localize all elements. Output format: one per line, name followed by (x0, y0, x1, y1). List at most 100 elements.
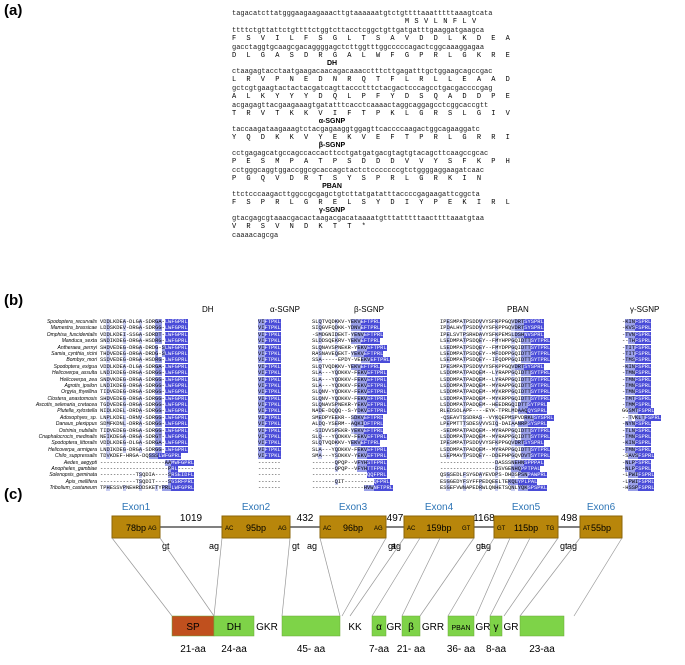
sequence-group: tagacatcttatgggaagaagaaacttgtaaaaaatgtct… (232, 10, 532, 26)
species-name: Spodoptera_recurvalis (46, 319, 97, 325)
exon-name: Exon1 (122, 502, 151, 513)
alignment-row: VIFTPKL (258, 363, 281, 370)
alignment-row: LPEPMTTTSDESVVVSIQ-DAIAANRPSYSPRL (440, 421, 548, 428)
panel-label-b: (b) (4, 292, 24, 309)
sequence-group: taccaagataagaaagtctacgagaaggtggagttcaccc… (232, 126, 532, 149)
intron-acceptor-site: ag (307, 541, 317, 551)
alignment-row: LSEPMAVTPSDQEY--DDEPHPGQVDVTSYTPRL (440, 453, 551, 460)
species-name: Cnaphalocrocis_medinalis (38, 434, 97, 441)
alignment-row: VIFTPKL (258, 402, 281, 409)
alignment-row: SLA---YQDKKV-FEKVEFTPRL (312, 446, 387, 453)
alignment-row: LSDDMPATPADQEM--LYRAPPGQIDTTSYTPRL (440, 370, 551, 377)
alignment-row: --------------------AAMWFGPRL (100, 459, 194, 466)
amino-acid-line: D L G A S D R G A L W F G P R L G K R E (232, 52, 511, 60)
alignment-row: -----------------DASSSNEHNSPPPAL (440, 459, 544, 466)
nucleotide-line: ttttctgttattctgttttctggtcttacctcggctgttg… (232, 27, 485, 35)
alignment-row: THDVEDEG-DRGA-DRDG-SLWFGPRL (100, 350, 188, 357)
nucleotide-line: taccaagataagaaagtctacgagaaggtggagttcaccc… (232, 126, 480, 134)
alignment-row: VIFTPKL (258, 357, 281, 364)
peptide-label: α-SGNP (318, 118, 346, 125)
gene-structure-diagram: 1019gtag432gtag497gtag1168gtag498gtagExo… (111, 502, 623, 655)
alignment-row: VDDLKDEI-SSGA-SDRDT-LWFGPRL (100, 331, 188, 338)
alignment-row: VIFTPKL (258, 440, 281, 447)
amino-acid-line: V R S V N D K T T * (232, 223, 367, 231)
exon-boundary-label: AC (323, 526, 332, 532)
alignment-row: SMA---YSDKKV-YEKVEFTPRL (312, 453, 387, 460)
exon-box (111, 515, 161, 539)
alignment-row: ------- (258, 472, 281, 479)
alignment-row: SLQTVQDKKV-YEKVEFTPRL (312, 363, 381, 370)
alignment-row: LNPLKDEL-DRNV-SDRGG-LWFGPRL (100, 414, 188, 421)
intron-donor-site: gt (476, 541, 484, 551)
intron-size: 1168 (473, 513, 495, 524)
species-name: Orgyia_thyellina (61, 389, 97, 396)
species-name: Antheraea_pernyi (57, 344, 97, 351)
alignment-row: VIFTPKL (258, 395, 281, 402)
alignment-row: LNDIKDEG-DRGA-SDRGG-LWFGPRL (100, 370, 188, 377)
intron-size: 1019 (180, 513, 203, 524)
alignment-row: -NLPFSPRL (622, 459, 652, 466)
cleavage-site-label: GR (504, 622, 519, 633)
alignment-row: LSDDMPATPADQEM--MYRAPPGQIDTTSYTPRL (440, 434, 551, 441)
alignment-row: -TVNFSPRL (622, 331, 652, 338)
alignment-row: -HSSPFSPRL (622, 485, 655, 492)
alignment-row: -------QPQP--VFYHTTFPRL (312, 465, 387, 472)
dh-alignment: VDDLKDEA-DLGA-SDRGA-LWFGPRL LDDSKDEV-DRGA… (100, 319, 195, 492)
nucleotide-line: cctgggcaggtggaccggcgcaccagctactctccccccc… (232, 167, 485, 175)
intron-size: 498 (561, 513, 578, 524)
peptide-label: DH (326, 60, 338, 67)
protein-segment (213, 615, 255, 637)
alignment-row: -SAVSFSPRL (622, 453, 655, 460)
alignment-row: -LPWIFSPRL (622, 478, 655, 485)
nucleotide-line: gtacgagcgtaaacgacactaagacgacataaaatgttta… (232, 215, 485, 223)
nucleotide-line: caaaacagcga (232, 232, 279, 240)
alignment-row: VIFTPKL (258, 408, 281, 415)
segment-length: 45- aa (297, 644, 326, 655)
exon-box (579, 515, 623, 539)
sequence-group: ttttctgttattctgttttctggtcttacctcggctgttg… (232, 27, 532, 43)
alignment-row: SDMFKDNL-DRRA-SDRGG-LWFGPRL (100, 421, 188, 428)
species-name: Helicoverpa_armigera (48, 446, 97, 453)
species-name: Plutella_xylostella (57, 408, 97, 415)
alignment-row: VDDLKDEA-DLGA-SDRGA-LWFGPRL (100, 319, 188, 325)
alignment-row: VDDLKDEG-DLGA-SDRGA-LWFGPRL (100, 440, 188, 447)
segment-length: 21- aa (397, 644, 426, 655)
alignment-row: TIDVEDEG-DRGA-SDRGG-LWFGPRL (100, 389, 188, 396)
header-asgnp: α-SGNP (270, 305, 300, 314)
segment-label: DH (227, 622, 241, 633)
alignment-row: VIFTPKL (258, 338, 281, 345)
alignment-row: ------- (258, 459, 281, 466)
alignment-row: ALDQ-YSERM--AQKIDFTPRL (312, 421, 384, 428)
nucleotide-line: tagacatcttatgggaagaagaaacttgtaaaaaatgtct… (232, 10, 493, 18)
species-name: Omphisa_fuscidentalis (46, 331, 97, 338)
species-name: Solenopsis_geminata (49, 472, 97, 479)
alignment-row: QSGSEDLFSYGDAYEVDPS-DHDSPSNPAWPRL (440, 472, 548, 479)
sequence-group: cctgggcaggtggaccggcgcaccagctactctccccccc… (232, 167, 532, 190)
protein-segment (447, 615, 475, 637)
exon-box (221, 515, 291, 539)
exon-size: 96bp (343, 523, 363, 533)
alignment-row: VIFTPKL (258, 319, 281, 325)
alignment-row: VIFTPKL (258, 331, 281, 338)
alignment-row: VIFTPKL (258, 350, 281, 357)
sequence-group: cctgagagcatgccagccaccacttcctgatgatgacgta… (232, 150, 532, 166)
species-name: Apis_mellifera (65, 478, 97, 485)
mapping-line (489, 537, 531, 617)
cleavage-site-label: GR (387, 622, 402, 633)
mapping-line (475, 537, 511, 617)
nucleotide-line: ttctcccaagacttggccgcgagctgtcttatgatattta… (232, 191, 480, 199)
exon-boundary-label: GT (497, 526, 506, 532)
protein-segment (489, 615, 503, 637)
alignment-row: SLA---YQDKKV-FEKVEFTPRL (312, 382, 387, 389)
alignment-row: VDDLKDEA-DLGA-SDRGA-LWFGPRL (100, 363, 188, 370)
protein-segment (371, 615, 387, 637)
alignment-row: VIFTPKL (258, 427, 281, 434)
amino-acid-line: P E S M P A T P S D D D V V Y S F K P H (232, 158, 511, 166)
segment-label: SP (186, 622, 200, 633)
alignment-row: SLDDSQEKRV-YEKVEFTPRL (312, 338, 381, 345)
pban-alignment: IPESMPATPSDDVVYSFKPPGQVDRTSYSPRL IPDALHVT… (440, 319, 554, 492)
alignment-row: NIDLKDEL-DRDA-SDRGG-LWFGPRL (100, 408, 188, 415)
mapping-line (401, 537, 441, 617)
mapping-line (447, 537, 495, 617)
alignment-row: ------- (258, 465, 281, 472)
